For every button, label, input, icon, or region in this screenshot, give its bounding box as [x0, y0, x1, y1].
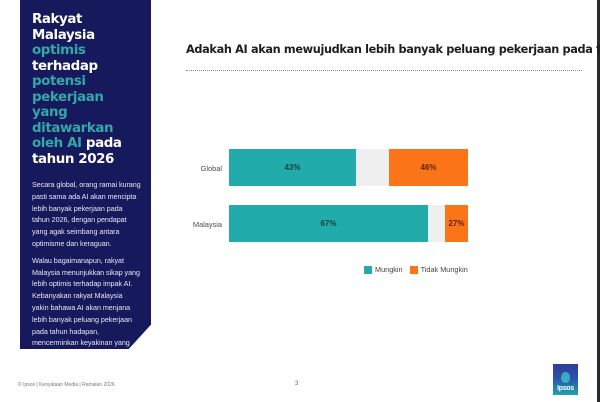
- panel-title: Rakyat Malaysia optimis terhadap potensi…: [32, 12, 141, 167]
- logo-mark-icon: [561, 372, 570, 383]
- title-part-terhadap: terhadap: [32, 58, 98, 74]
- legend-item-tidak-mungkin: Tidak Mungkin: [409, 265, 468, 274]
- legend-label-mungkin: Mungkin: [375, 265, 403, 274]
- legend-swatch-teal: [364, 265, 372, 274]
- bar-global-mungkin: 43%: [229, 149, 356, 186]
- footer-source: © Ipsos | Kenyataan Media | Ramalan 2026: [18, 382, 115, 388]
- logo-text: Ipsos: [557, 385, 574, 392]
- page-number: 3: [295, 381, 299, 387]
- paragraph-global: Secara global, orang ramai kurang pasti …: [32, 180, 141, 248]
- title-part-optimis: optimis: [32, 43, 86, 58]
- bar-malaysia-mungkin: 67%: [229, 205, 428, 242]
- panel-body: Secara global, orang ramai kurang pasti …: [32, 179, 141, 371]
- ipsos-logo: Ipsos: [553, 364, 578, 395]
- paragraph-malaysia: Walau bagaimanapun, rakyat Malaysia menu…: [32, 255, 140, 371]
- summary-panel: Rakyat Malaysia optimis terhadap potensi…: [20, 0, 151, 349]
- chart-title: Adakah AI akan mewujudkan lebih banyak p…: [186, 43, 600, 56]
- bar-value-label: 27%: [448, 219, 465, 228]
- title-part-pada-tahun: pada tahun 2026: [32, 136, 122, 167]
- row-label-global: Global: [200, 164, 222, 173]
- bar-malaysia-tidak-mungkin: 27%: [445, 205, 468, 242]
- legend-item-mungkin: Mungkin: [364, 265, 403, 274]
- title-part-rakyat-malaysia: Rakyat Malaysia: [32, 12, 95, 43]
- bar-malaysia-other: [428, 205, 445, 242]
- legend-label-tidak-mungkin: Tidak Mungkin: [420, 265, 468, 274]
- legend-swatch-orange: [409, 265, 418, 274]
- title-part-potensi: potensi pekerjaan yang ditawarkan oleh A…: [32, 74, 114, 151]
- chart-legend: Mungkin Tidak Mungkin: [364, 265, 471, 274]
- bar-global-tidak-mungkin: 46%: [389, 149, 468, 186]
- bar-value-label: 46%: [420, 163, 437, 172]
- bar-global-other: [356, 149, 389, 186]
- bar-value-label: 67%: [320, 219, 337, 228]
- bar-value-label: 43%: [284, 163, 301, 172]
- title-divider: [186, 70, 582, 71]
- row-label-malaysia: Malaysia: [192, 220, 222, 229]
